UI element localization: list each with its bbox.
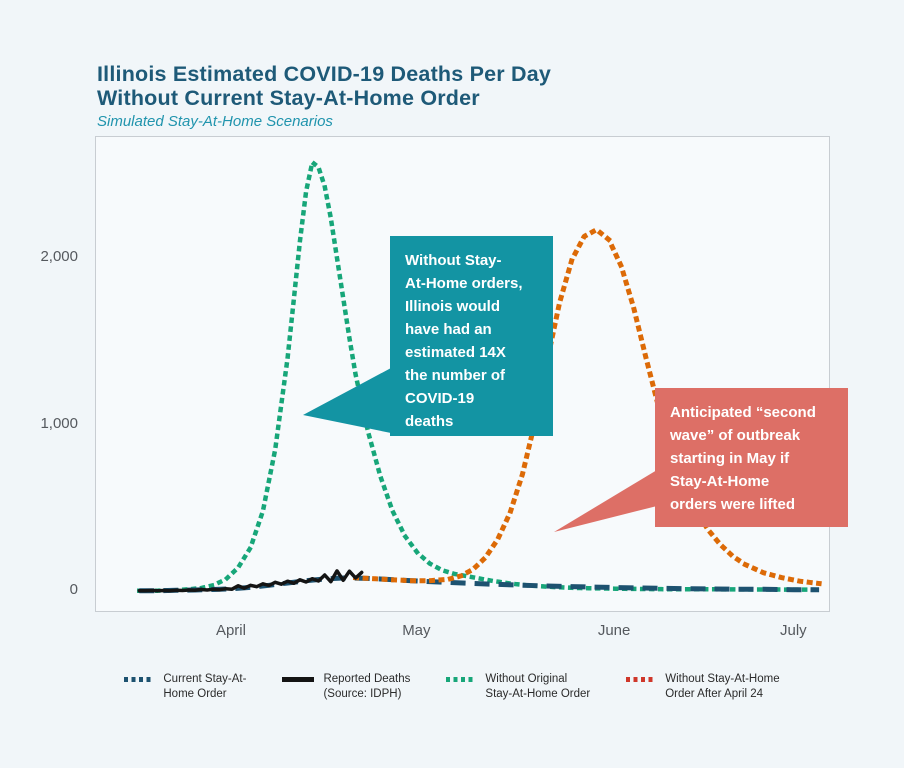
x-tick-june: June	[597, 622, 631, 639]
x-tick-july: July	[779, 622, 807, 639]
legend-label-2: Without Original Stay-At-Home Order	[485, 673, 591, 700]
no-orders-callout-tail	[303, 368, 391, 433]
legend-swatch-0	[124, 677, 155, 682]
y-tick-1000: 1,000	[40, 414, 78, 432]
page-title: Illinois Estimated COVID-19 Deaths Per D…	[97, 62, 551, 110]
legend-swatch-2	[446, 677, 477, 682]
chart-canvas	[137, 160, 822, 594]
legend-swatch-1	[282, 677, 315, 682]
second-wave-callout-tail	[554, 470, 657, 532]
y-tick-0: 0	[69, 581, 78, 598]
legend-swatch-3	[626, 677, 657, 682]
legend-label-3: Without Stay-At-Home Order After April 2…	[665, 673, 780, 700]
series-reported	[137, 569, 364, 593]
legend-item-0: Current Stay-At- Home Order	[124, 672, 246, 702]
legend-label-0: Current Stay-At- Home Order	[163, 673, 247, 700]
x-tick-may: May	[402, 622, 431, 639]
legend-item-1: Reported Deaths (Source: IDPH)	[282, 672, 410, 702]
legend-item-2: Without Original Stay-At-Home Order	[446, 672, 590, 702]
x-tick-april: April	[215, 622, 246, 639]
plot-area	[95, 136, 830, 612]
no-orders-callout: Without Stay- At-Home orders, Illinois w…	[390, 236, 553, 436]
legend: Current Stay-At- Home Order Reported Deat…	[0, 672, 904, 702]
series-without_april24	[352, 227, 822, 587]
page-subtitle: Simulated Stay-At-Home Scenarios	[97, 113, 333, 130]
page-title-line1: Illinois Estimated COVID-19 Deaths Per D…	[97, 62, 552, 86]
page-title-line2: Without Current Stay-At-Home Order	[97, 86, 480, 110]
second-wave-callout: Anticipated “second wave” of outbreak st…	[655, 388, 848, 527]
y-tick-2000: 2,000	[40, 248, 78, 265]
legend-label-1: Reported Deaths (Source: IDPH)	[323, 673, 411, 700]
legend-item-3: Without Stay-At-Home Order After April 2…	[626, 672, 780, 702]
